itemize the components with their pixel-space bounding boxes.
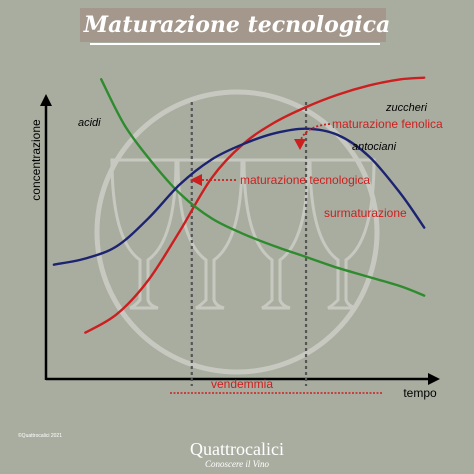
annotation-label-fenolica: maturazione fenolica [332, 117, 443, 131]
series-line-acidi [100, 78, 426, 297]
x-axis-label: tempo [403, 386, 437, 400]
series-line-antociani [52, 127, 426, 266]
brand-tagline: Conoscere il Vino [205, 459, 269, 469]
series-label-antociani: antociani [352, 141, 397, 153]
brand-name: Quattrocalici [190, 439, 284, 459]
series-label-acidi: acidi [78, 117, 101, 129]
y-axis-label: concentrazione [29, 119, 43, 201]
annotation-surmaturazione: surmaturazione [324, 206, 407, 220]
series-lines [52, 76, 426, 334]
series-label-zuccheri: zuccheri [385, 102, 428, 114]
copyright-text: ©Quattrocalici 2021 [18, 432, 62, 439]
title-banner [80, 8, 386, 42]
annotation-tecnologica: maturazione tecnologica [190, 173, 370, 187]
vertical-markers [190, 102, 308, 386]
chart-title: Maturazione tecnologica [83, 12, 390, 38]
series-line-zuccheri [84, 76, 426, 334]
axes [40, 94, 440, 385]
annotation-vendemmia: vendemmia [211, 377, 273, 391]
y-axis-arrow [40, 94, 52, 106]
x-axis-arrow [428, 373, 440, 385]
annotation-label-tecnologica: maturazione tecnologica [240, 173, 370, 187]
annotation-fenolica: maturazione fenolica [294, 117, 443, 150]
